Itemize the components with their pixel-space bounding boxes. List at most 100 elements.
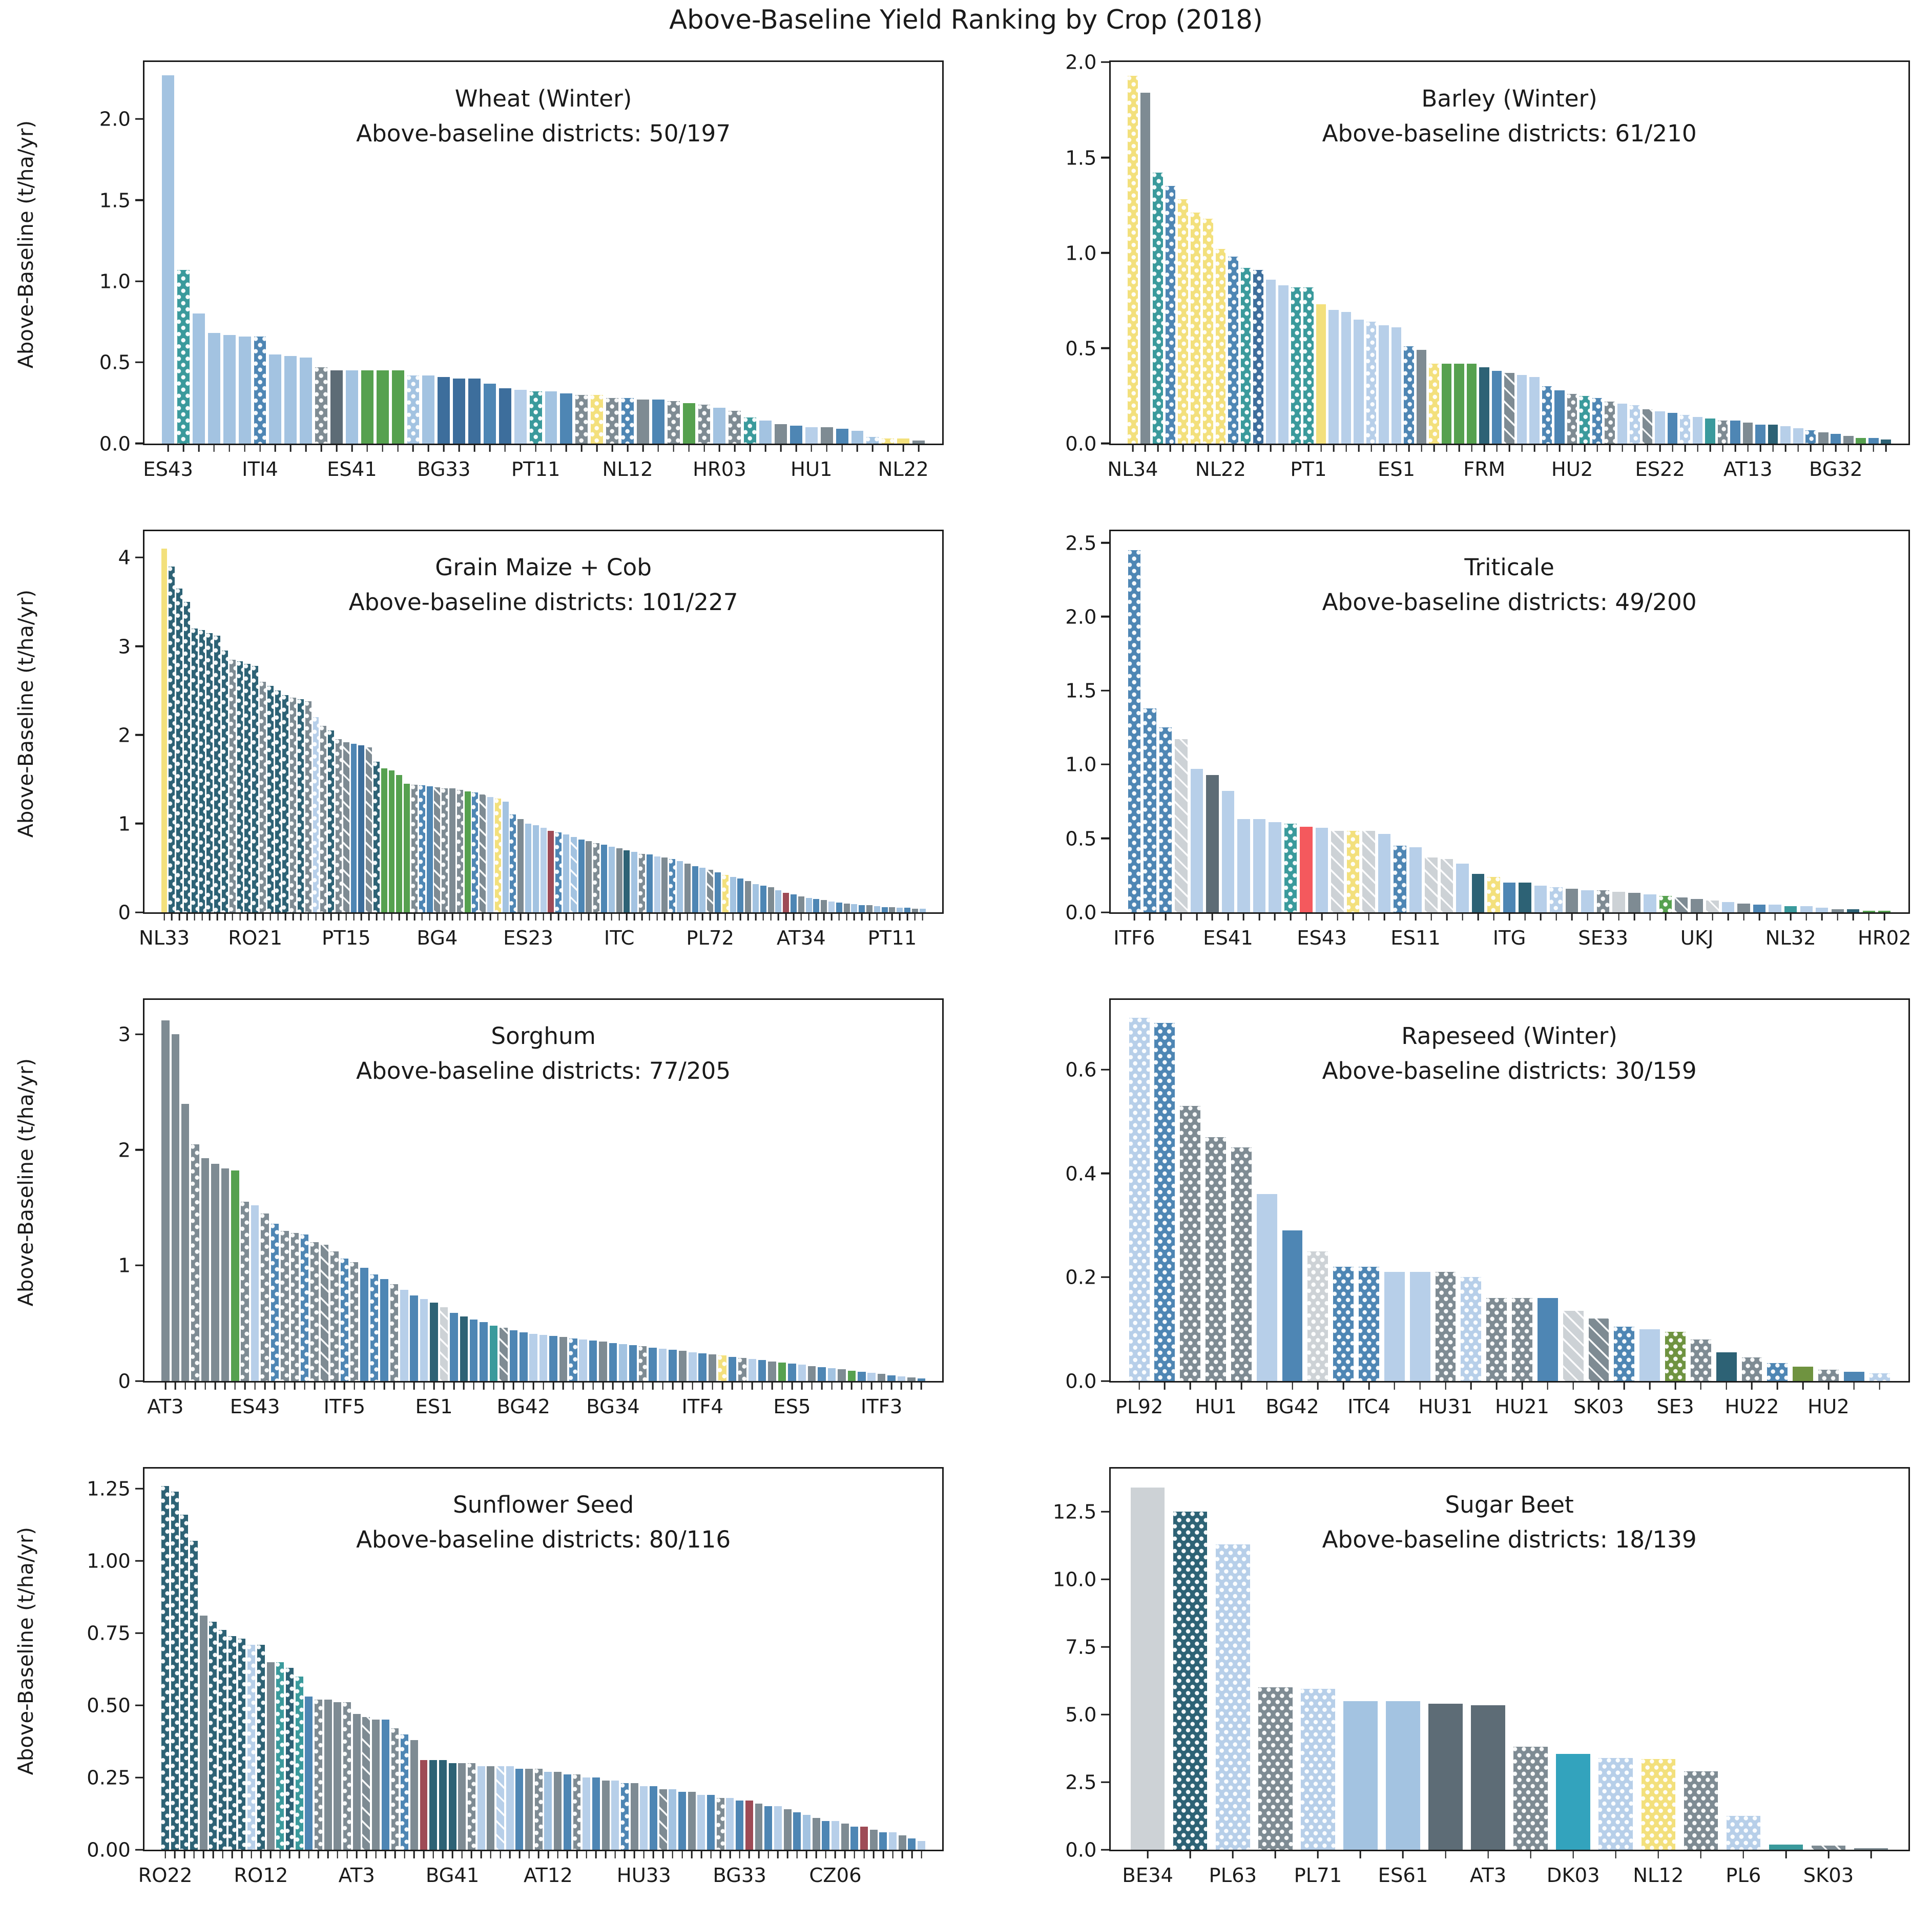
bar xyxy=(1567,394,1577,444)
x-tick-mark xyxy=(537,1850,539,1858)
x-tick-mark xyxy=(1399,912,1401,921)
x-tick-label: HR03 xyxy=(693,458,746,482)
bar xyxy=(737,878,744,912)
x-tick-mark xyxy=(260,1850,262,1858)
plot-area: Sunflower Seed Above-baseline districts:… xyxy=(87,1467,944,1887)
bar xyxy=(532,825,539,912)
bar xyxy=(1153,173,1163,444)
bar xyxy=(1454,363,1464,444)
bar xyxy=(1780,426,1791,444)
x-tick-mark xyxy=(354,1380,356,1390)
x-tick-mark xyxy=(681,1850,683,1858)
bar xyxy=(1471,873,1485,912)
x-tick-mark xyxy=(1243,912,1244,921)
bar xyxy=(638,1346,647,1381)
x-tick-mark xyxy=(1883,912,1885,921)
y-tick-mark xyxy=(1101,689,1111,692)
x-tick-mark xyxy=(232,912,234,921)
bar xyxy=(1154,1023,1175,1381)
bar xyxy=(190,1540,198,1850)
bar xyxy=(1563,1311,1584,1381)
x-tick-mark xyxy=(816,912,817,921)
bar xyxy=(241,1202,249,1381)
x-tick-mark xyxy=(672,1850,674,1858)
bar xyxy=(483,383,496,444)
x-tick-mark xyxy=(254,1380,256,1390)
bar xyxy=(1730,421,1740,444)
x-tick-mark xyxy=(1821,912,1823,921)
bar xyxy=(257,1644,265,1850)
bar xyxy=(330,370,343,444)
x-tick-mark xyxy=(497,912,499,921)
bar xyxy=(758,1360,766,1381)
x-tick-mark xyxy=(1870,1850,1872,1858)
plot-area: Triticale Above-baseline districts: 49/2… xyxy=(1065,529,1912,950)
bar xyxy=(630,1783,638,1850)
x-tick-mark xyxy=(216,912,218,921)
bar xyxy=(707,1794,715,1850)
bar xyxy=(904,908,910,912)
x-tick-mark xyxy=(622,1380,624,1390)
bar xyxy=(1301,1688,1335,1850)
y-tick-label: 1.5 xyxy=(99,189,131,213)
x-tick-mark xyxy=(1659,443,1661,452)
y-tick-label: 1 xyxy=(118,812,131,836)
x-tick-mark xyxy=(421,912,423,921)
y-axis-title-text: Above-Baseline (t/ha/yr) xyxy=(14,1058,38,1306)
x-tick-mark xyxy=(474,912,476,921)
bar xyxy=(192,313,205,444)
x-tick-mark xyxy=(493,1380,494,1390)
bar xyxy=(851,904,858,912)
x-tick-label: BG42 xyxy=(496,1395,550,1419)
y-tick-label: 0.2 xyxy=(1065,1266,1097,1289)
x-tick-mark xyxy=(528,1850,530,1858)
bar xyxy=(458,1763,466,1850)
x-tick-label: PL71 xyxy=(1294,1864,1342,1888)
bar xyxy=(1690,1339,1711,1381)
x-tick-mark xyxy=(653,1850,654,1858)
bar xyxy=(1128,75,1138,444)
bar xyxy=(509,1330,518,1381)
x-tick-mark xyxy=(565,912,567,921)
bar xyxy=(1684,1771,1718,1850)
x-tick-mark xyxy=(1810,443,1812,452)
x-tick-mark xyxy=(376,912,378,921)
bar xyxy=(1221,791,1235,912)
bar xyxy=(340,1258,349,1381)
bar xyxy=(360,1267,368,1381)
subplot-triticale: Triticale Above-baseline districts: 49/2… xyxy=(966,513,1932,982)
x-tick-mark xyxy=(198,443,200,452)
y-tick-label: 0.0 xyxy=(1065,1838,1097,1862)
y-tick-mark xyxy=(1101,443,1111,445)
x-tick-mark xyxy=(174,1380,176,1390)
bar xyxy=(592,1777,600,1850)
bar xyxy=(1881,440,1892,444)
x-tick-mark xyxy=(1207,443,1209,452)
bar xyxy=(247,1644,256,1850)
bar xyxy=(496,1766,504,1850)
x-tick-mark xyxy=(830,912,833,921)
x-tick-mark xyxy=(1649,912,1651,921)
bar xyxy=(430,1302,438,1381)
x-tick-mark xyxy=(911,1850,913,1858)
x-tick-mark xyxy=(1292,1380,1293,1390)
bar xyxy=(606,398,619,444)
bar xyxy=(282,695,289,912)
y-tick-mark xyxy=(1101,911,1111,913)
bar xyxy=(439,1760,447,1850)
bar xyxy=(1793,428,1803,444)
x-tick-mark xyxy=(857,443,858,452)
x-tick-mark xyxy=(1684,443,1686,452)
bar xyxy=(252,665,259,912)
x-tick-mark xyxy=(1598,1380,1599,1390)
bar xyxy=(464,791,471,912)
x-tick-mark xyxy=(899,912,901,921)
x-tick-mark xyxy=(1521,1380,1523,1390)
bar xyxy=(391,370,404,444)
bar xyxy=(298,699,304,912)
x-tick-mark xyxy=(1802,1380,1804,1390)
y-tick-mark xyxy=(135,1704,145,1706)
x-tick-mark xyxy=(841,443,843,452)
bar xyxy=(438,376,450,444)
bar xyxy=(778,1362,786,1381)
